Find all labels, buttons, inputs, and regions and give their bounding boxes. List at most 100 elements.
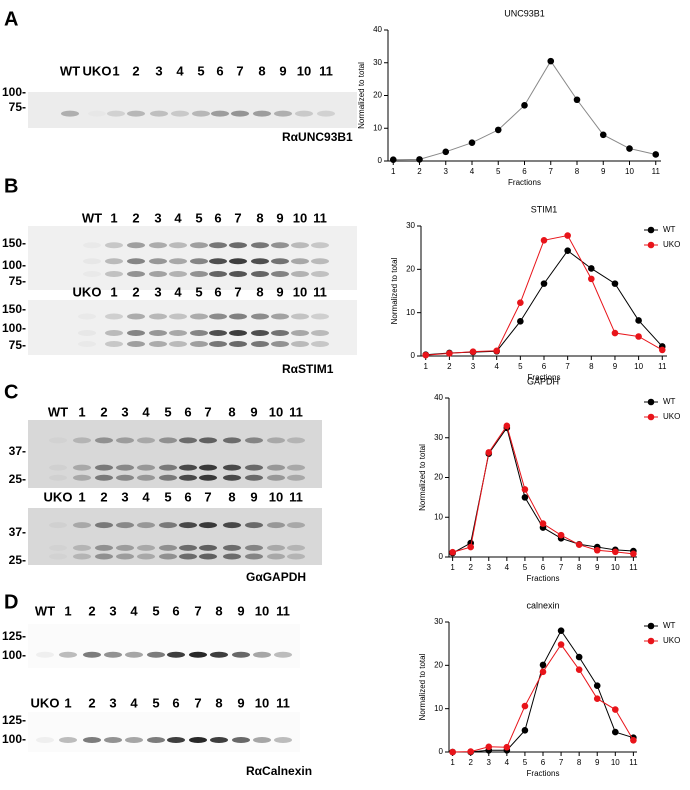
blot-band [229,330,247,336]
data-point [494,126,502,134]
blot-image [28,508,322,565]
blot-band [311,258,329,265]
blot-band [287,544,305,551]
legend-label: WT [663,397,676,406]
x-tick-label: 3 [471,362,476,371]
data-point [539,661,547,669]
data-point [422,351,430,359]
blot-band [61,110,79,117]
lane-label: 4 [174,284,182,299]
lane-label: 2 [132,210,139,225]
lane-label: 11 [276,603,290,618]
blot-band [229,242,247,249]
data-point [547,57,555,65]
lane-label: 9 [250,404,257,419]
y-tick-label: 0 [439,552,444,561]
data-point [612,706,619,713]
x-tick-label: 2 [417,167,422,176]
blot-band [147,737,165,743]
blot-band [271,330,289,336]
lane-label: 2 [88,695,95,710]
blot-band [49,545,67,551]
lane-label: 10 [297,63,311,78]
y-tick-label: 10 [434,512,443,521]
data-point [575,541,583,548]
blot-band [127,313,145,320]
y-tick-label: 20 [434,473,443,482]
data-point [467,748,474,755]
series-line [452,426,634,554]
blot-band [116,522,134,529]
blot-band [190,258,208,265]
lane-label: 4 [130,695,138,710]
lane-label: 1 [112,63,119,78]
blot-band [271,313,289,320]
lane-label: 8 [215,695,222,710]
data-point [485,449,493,456]
lane-label: 6 [214,210,221,225]
x-axis-label: Fractions [527,574,560,583]
y-tick-label: 0 [439,747,444,756]
mw-marker: 125- [2,629,26,643]
blot-band [223,437,241,444]
blot-band [149,341,167,347]
lane-label: WT [48,404,68,419]
blot-band [73,544,91,551]
blot-band [190,341,208,347]
blot-band [287,522,305,529]
data-point [557,641,565,648]
blot-band [95,544,113,551]
blot-band [116,544,134,551]
x-tick-label: 8 [577,758,582,767]
blot-band [267,553,285,560]
blot-band [317,110,335,117]
data-point [521,102,528,109]
blot-band [83,242,101,248]
lane-label: 6 [216,63,223,78]
lane-label: 10 [293,210,307,225]
lane-label: 7 [194,695,201,710]
chart-title: UNC93B1 [504,8,545,18]
lane-label: 7 [194,603,201,618]
data-point [503,743,511,751]
data-point [389,156,397,163]
data-point [564,232,571,239]
blot-band [199,437,217,444]
blot-band [229,341,247,347]
blot-band [83,258,101,265]
y-tick-label: 10 [434,704,443,713]
lane-label: 2 [88,603,95,618]
lane-label: UKO [44,489,73,504]
lane-label: 11 [313,284,327,299]
blot-band [211,110,229,117]
mw-marker: 75- [9,274,26,288]
data-point [467,543,474,551]
data-point [599,131,607,139]
lane-label: 7 [234,210,241,225]
blot-band [199,522,217,529]
legend-label: WT [663,621,676,630]
lane-label: WT [60,63,80,78]
blot-band [251,258,269,265]
blot-band [125,651,143,658]
lane-label: WT [35,603,55,618]
blot-band [36,651,54,658]
lane-label: 10 [269,489,283,504]
lane-label: 5 [195,210,202,225]
lane-label: 8 [228,404,235,419]
mw-marker: 25- [9,553,26,567]
x-axis-label: Fractions [508,178,541,187]
blot-band [167,651,185,658]
blot-band [95,437,113,444]
blot-band [179,464,197,471]
blot-band [231,110,249,117]
data-point [593,682,601,689]
blot-band [179,522,197,529]
blot-band [267,522,285,529]
y-axis-label: Normalized to total [418,653,427,720]
lane-label: 5 [195,284,202,299]
data-point [517,318,524,325]
lane-label: 1 [78,489,85,504]
data-point [449,748,456,756]
data-point [517,299,524,307]
